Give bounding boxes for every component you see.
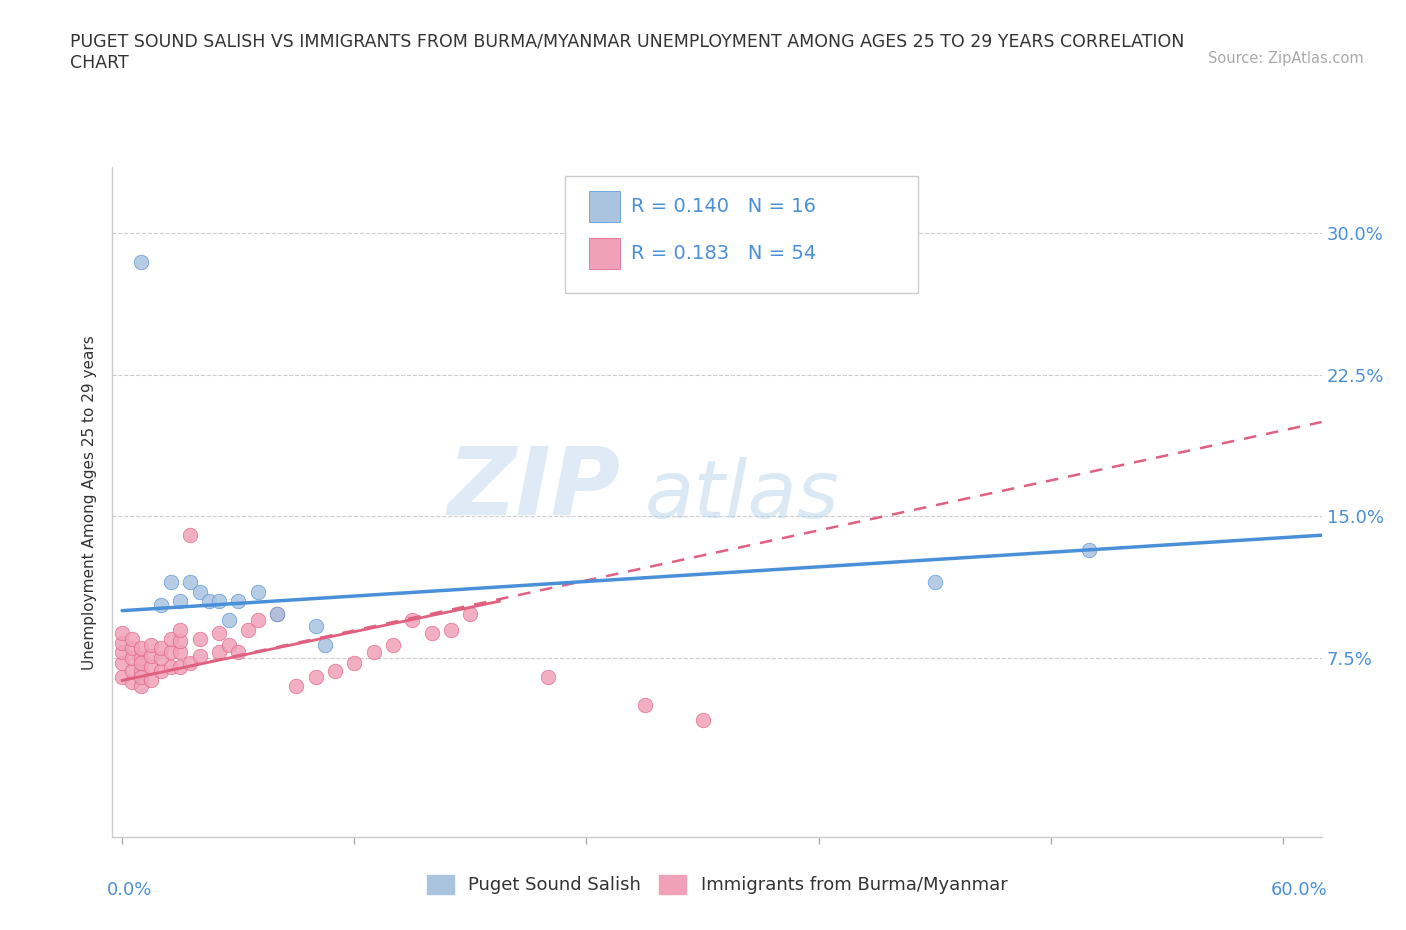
- Point: [208, 593, 231, 608]
- Point: [121, 631, 143, 646]
- Point: [149, 664, 172, 679]
- Text: 60.0%: 60.0%: [1271, 881, 1327, 898]
- Point: [236, 622, 259, 637]
- Text: Source: ZipAtlas.com: Source: ZipAtlas.com: [1208, 51, 1364, 66]
- Point: [159, 644, 181, 659]
- Point: [188, 648, 211, 663]
- Point: [343, 656, 366, 671]
- Point: [460, 607, 482, 622]
- Point: [149, 598, 172, 613]
- Point: [633, 698, 655, 712]
- Point: [131, 670, 153, 684]
- Point: [131, 656, 153, 671]
- Point: [121, 664, 143, 679]
- Point: [169, 622, 191, 637]
- Point: [159, 575, 181, 590]
- Point: [141, 659, 163, 674]
- Legend: Puget Sound Salish, Immigrants from Burma/Myanmar: Puget Sound Salish, Immigrants from Burm…: [419, 868, 1015, 901]
- Point: [111, 670, 134, 684]
- Point: [141, 673, 163, 688]
- Point: [1078, 543, 1101, 558]
- Point: [131, 664, 153, 679]
- Point: [159, 631, 181, 646]
- Point: [208, 644, 231, 659]
- Point: [218, 637, 240, 652]
- Point: [537, 670, 560, 684]
- Point: [304, 670, 326, 684]
- Point: [121, 675, 143, 690]
- Point: [179, 656, 201, 671]
- Point: [111, 656, 134, 671]
- Point: [141, 637, 163, 652]
- Text: 0.0%: 0.0%: [107, 881, 152, 898]
- Point: [188, 631, 211, 646]
- Point: [246, 584, 269, 599]
- Point: [363, 644, 385, 659]
- Point: [131, 641, 153, 656]
- Text: PUGET SOUND SALISH VS IMMIGRANTS FROM BURMA/MYANMAR UNEMPLOYMENT AMONG AGES 25 T: PUGET SOUND SALISH VS IMMIGRANTS FROM BU…: [70, 33, 1185, 50]
- Point: [382, 637, 405, 652]
- Point: [169, 659, 191, 674]
- Point: [266, 607, 288, 622]
- Point: [226, 593, 249, 608]
- Text: R = 0.140   N = 16: R = 0.140 N = 16: [631, 196, 815, 216]
- Point: [285, 679, 308, 694]
- Point: [692, 712, 714, 727]
- Point: [179, 575, 201, 590]
- Point: [323, 664, 346, 679]
- Point: [149, 650, 172, 665]
- Text: CHART: CHART: [70, 54, 129, 72]
- Point: [131, 679, 153, 694]
- Point: [179, 527, 201, 542]
- Point: [266, 607, 288, 622]
- Point: [141, 648, 163, 663]
- Point: [149, 641, 172, 656]
- Text: ZIP: ZIP: [447, 443, 620, 535]
- Point: [314, 637, 336, 652]
- Point: [169, 593, 191, 608]
- Point: [246, 613, 269, 628]
- Point: [218, 613, 240, 628]
- Point: [159, 659, 181, 674]
- Point: [169, 633, 191, 648]
- Point: [111, 644, 134, 659]
- Point: [440, 622, 463, 637]
- Point: [121, 650, 143, 665]
- Y-axis label: Unemployment Among Ages 25 to 29 years: Unemployment Among Ages 25 to 29 years: [82, 335, 97, 670]
- Point: [198, 593, 221, 608]
- Point: [111, 626, 134, 641]
- Point: [226, 644, 249, 659]
- Point: [208, 626, 231, 641]
- Point: [111, 635, 134, 650]
- Point: [924, 575, 946, 590]
- Text: atlas: atlas: [644, 457, 839, 535]
- Point: [304, 618, 326, 633]
- Point: [131, 650, 153, 665]
- Point: [401, 613, 423, 628]
- Point: [169, 644, 191, 659]
- Point: [131, 254, 153, 269]
- Text: R = 0.183   N = 54: R = 0.183 N = 54: [631, 244, 817, 263]
- Point: [121, 641, 143, 656]
- Point: [188, 584, 211, 599]
- Point: [420, 626, 443, 641]
